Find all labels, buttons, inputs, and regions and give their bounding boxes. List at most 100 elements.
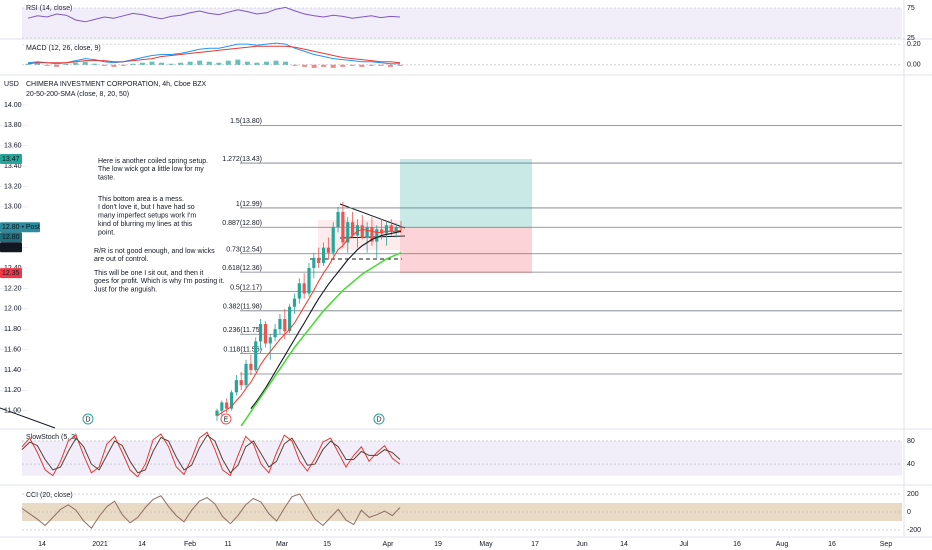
y-tick-label: 200	[907, 491, 919, 498]
price-tag	[0, 222, 40, 233]
histogram-bar	[216, 62, 222, 65]
y-tick-label: -200	[907, 527, 921, 534]
y-tick-label: 40	[907, 461, 915, 468]
candle-body	[394, 227, 398, 232]
candle-body	[389, 225, 393, 232]
y-tick-label: 11.20	[4, 387, 21, 394]
histogram-bar	[321, 64, 327, 67]
indicator-line	[27, 6, 401, 23]
chart-subtitle: 20-50-200-SMA (close, 8, 20, 50)	[26, 91, 129, 98]
candle-body	[239, 380, 243, 386]
histogram-bar	[302, 64, 308, 67]
fib-label: 0.5(12.17)	[230, 284, 262, 291]
y-tick-label: 0.20	[907, 41, 921, 48]
loss-zone	[400, 227, 532, 274]
histogram-bar	[263, 61, 269, 65]
x-tick-label: Mar	[276, 541, 289, 548]
indicator-line	[216, 228, 402, 417]
x-tick-label: Jun	[576, 541, 587, 548]
candle-body	[399, 227, 403, 229]
price-tag-label: 13.47	[2, 156, 20, 163]
event-marker	[220, 413, 232, 425]
fib-label: 1.5(13.80)	[230, 118, 262, 125]
x-tick-label: 16	[828, 541, 836, 548]
price-tag-label: 12.80 • Post	[2, 224, 40, 231]
candle-body	[229, 392, 234, 409]
event-marker-label: D	[376, 416, 381, 423]
annotation: are out of control.	[94, 256, 149, 263]
panel-title: CCI (20, close)	[26, 492, 73, 499]
histogram-bar	[35, 62, 41, 65]
candle-body	[297, 283, 301, 299]
histogram-bar	[273, 60, 279, 65]
annotation: goes for profit. Which is why I'm postin…	[94, 278, 225, 285]
fib-label: 0.618(12.36)	[222, 265, 262, 272]
indicator-line	[240, 251, 402, 427]
y-tick-label: 13.00	[4, 204, 22, 211]
candle-body	[258, 324, 263, 342]
candle-body	[341, 211, 345, 243]
histogram-bar	[311, 64, 317, 68]
annotation: The low wick got a little low for my	[98, 166, 204, 173]
y-tick-label: 75	[907, 5, 915, 12]
candle-body	[375, 229, 379, 242]
price-tag	[0, 242, 22, 253]
y-tick-label: 13.60	[4, 143, 22, 150]
candle-body	[234, 380, 238, 393]
candle-body	[283, 318, 287, 332]
candle-body	[336, 211, 340, 228]
event-marker-label: D	[85, 416, 90, 423]
y-tick-label: 11.60	[4, 346, 21, 353]
panel-title: SlowStoch (5, 3)	[26, 434, 77, 441]
panel-title: RSI (14, close)	[26, 5, 72, 12]
histogram-bar	[254, 62, 260, 65]
annotation: Here is another coiled spring setup.	[98, 158, 208, 165]
histogram-bar	[340, 64, 346, 67]
candle-body	[317, 257, 321, 263]
histogram-bar	[368, 64, 374, 66]
fib-label: 0.73(12.54)	[226, 247, 262, 254]
x-tick-label: 15	[323, 541, 331, 548]
y-tick-label: 12.20	[4, 285, 22, 292]
histogram-bar	[44, 64, 50, 66]
histogram-bar	[92, 63, 98, 65]
price-tag	[0, 268, 22, 279]
candle-body	[321, 247, 326, 263]
x-tick-label: Jul	[680, 541, 689, 548]
candle-body	[288, 306, 292, 332]
candle-body	[278, 318, 282, 330]
y-tick-label: 11.40	[4, 367, 21, 374]
x-tick-label: 14	[38, 541, 46, 548]
histogram-bar	[139, 62, 145, 65]
panel-title: CHIMERA INVESTMENT CORPORATION, 4h, Cboe…	[26, 81, 207, 88]
y-tick-label: 11.80	[4, 326, 21, 333]
indicator-line	[21, 434, 401, 474]
chart-layer: RSI (14, close) 75 25 MACD (12, 26, close, …	[0, 5, 921, 548]
histogram-bar	[54, 64, 60, 67]
indicator-line	[27, 42, 400, 65]
histogram-bar	[82, 61, 88, 65]
price-tag-label: 12.80	[2, 234, 20, 241]
y-tick-label: 13.40	[4, 163, 22, 170]
x-tick-label: May	[479, 541, 493, 548]
indicator-line	[21, 431, 401, 478]
candle-body	[384, 225, 389, 234]
histogram-bar	[197, 60, 203, 65]
histogram-bar	[244, 61, 250, 65]
y-tick-label: 11.00	[4, 408, 21, 415]
histogram-bar	[168, 63, 174, 65]
candle-body	[268, 337, 272, 344]
x-tick-label: 16	[733, 541, 741, 548]
y-tick-label: 14.00	[4, 102, 22, 109]
y-tick-label: 12.00	[4, 306, 22, 313]
histogram-bar	[73, 62, 79, 65]
histogram-bar	[349, 64, 355, 66]
candle-body	[273, 329, 277, 338]
x-tick-label: 2021	[92, 541, 108, 548]
candle-body	[331, 227, 335, 253]
candle-body	[365, 227, 369, 238]
candle-body	[249, 363, 253, 370]
y-tick-label: 13.80	[4, 122, 22, 129]
fib-label: 1.272(13.43)	[222, 156, 262, 163]
